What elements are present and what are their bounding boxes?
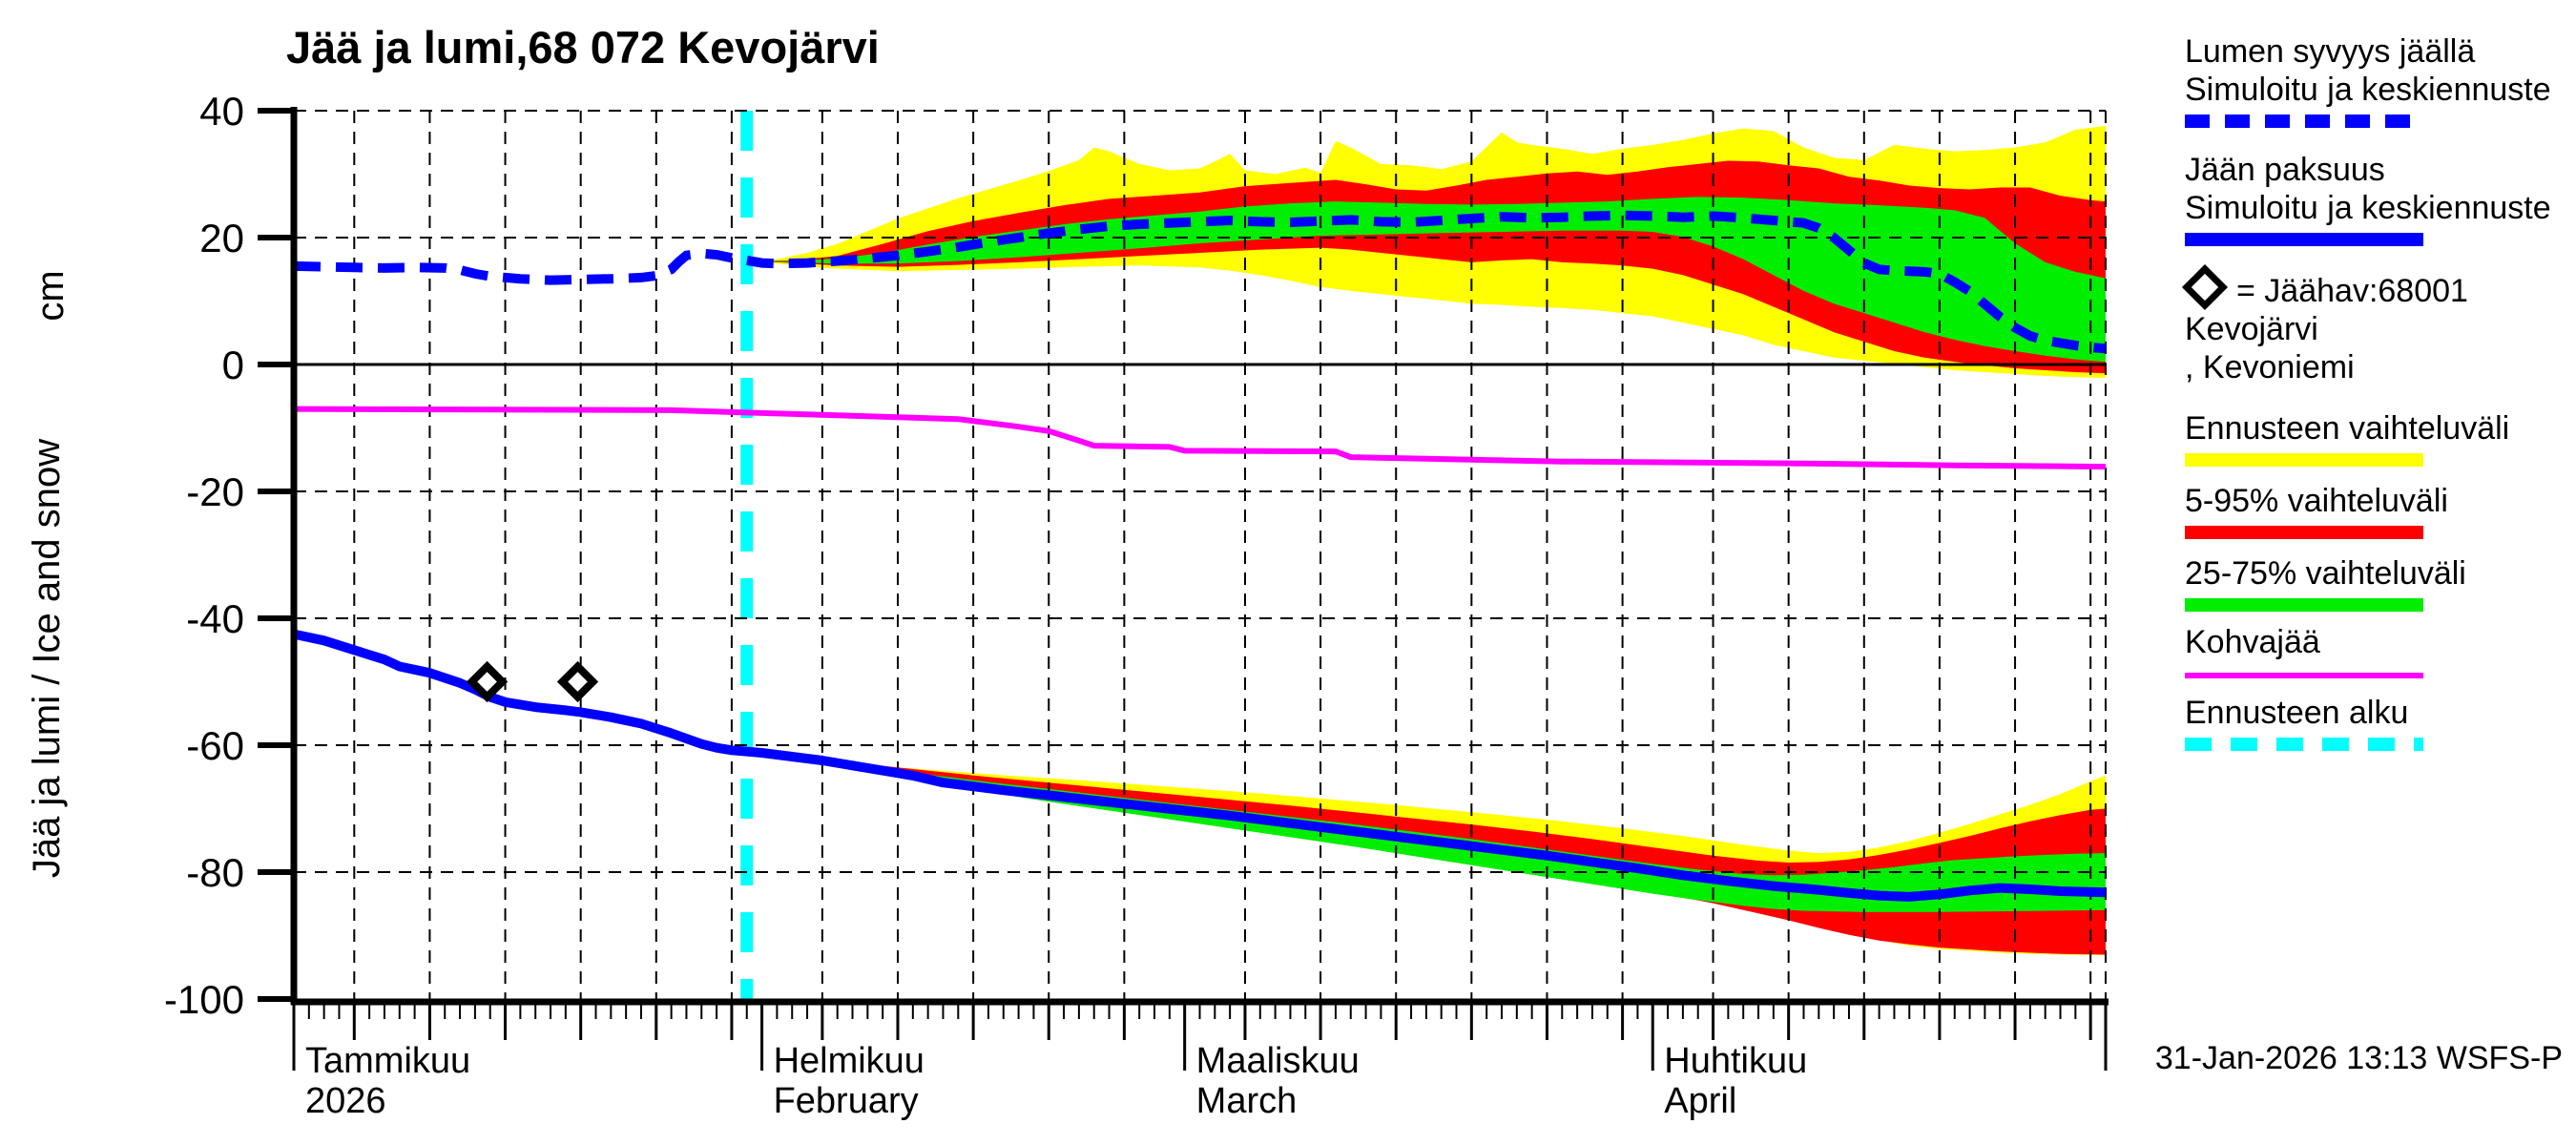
range-5-95-swatch [2185, 526, 2423, 539]
legend-item-kohvajaa: Kohvajää [2185, 623, 2570, 678]
y-tick-label: -80 [186, 850, 244, 895]
observation-diamond [556, 660, 599, 703]
month-label-en: 2026 [305, 1081, 386, 1121]
forecast-start-line-swatch [2185, 738, 2423, 751]
ice-thickness-line [292, 629, 2107, 902]
ice-band-25-75 [746, 751, 2106, 912]
legend-label: 5-95% vaihteluväli [2185, 483, 2448, 519]
legend-label: 25-75% vaihteluväli [2185, 555, 2466, 592]
month-label-fi: Huhtikuu [1664, 1041, 1807, 1081]
legend-label: Simuloitu ja keskiennuste [2185, 72, 2551, 108]
legend-label: Jään paksuus [2185, 152, 2385, 188]
chart-title: Jää ja lumi,68 072 Kevojärvi [286, 22, 880, 73]
month-label-fi: Tammikuu [305, 1041, 470, 1081]
legend-item-ice-thickness: Jään paksuus Simuloitu ja keskiennuste [2185, 151, 2570, 246]
y-axis-label: Jää ja lumi / Ice and snow [26, 439, 68, 878]
snow-depth-line [293, 210, 2107, 354]
timestamp: 31-Jan-2026 13:13 WSFS-P [2154, 1040, 2563, 1076]
y-tick-label: -100 [164, 977, 244, 1022]
month-label-fi: Helmikuu [774, 1041, 924, 1081]
legend-label: , Kevoniemi [2185, 349, 2355, 385]
legend-item-snow-depth: Lumen syvyys jäällä Simuloitu ja keskien… [2185, 32, 2570, 128]
legend-label: = Jäähav:68001 Kevojärvi [2185, 273, 2468, 347]
observation-diamond [466, 660, 509, 703]
legend-item-observation: = Jäähav:68001 Kevojärvi , Kevoniemi [2181, 263, 2570, 386]
legend-label: Ennusteen vaihteluväli [2185, 410, 2510, 447]
kohvajaa-line [293, 406, 2107, 470]
legend-label: Simuloitu ja keskiennuste [2185, 190, 2551, 226]
legend-label: Kohvajää [2185, 624, 2320, 660]
snow-depth-line-swatch [2185, 114, 2423, 128]
ice-thickness-line-swatch [2185, 233, 2423, 246]
y-tick-label: 0 [222, 343, 244, 387]
y-axis-unit-label: cm [30, 270, 72, 321]
diamond-marker-icon [2181, 263, 2229, 311]
y-tick-label: 20 [199, 216, 244, 260]
range-25-75-swatch [2185, 598, 2423, 612]
y-tick-label: -20 [186, 469, 244, 514]
legend-label: Ennusteen alku [2185, 695, 2409, 731]
legend-label: Lumen syvyys jäällä [2185, 33, 2476, 70]
y-tick-label: -40 [186, 596, 244, 641]
month-label-en: March [1196, 1081, 1298, 1121]
y-tick-label: 40 [199, 89, 244, 134]
month-label-en: April [1664, 1081, 1736, 1121]
kohvajaa-line-swatch [2185, 673, 2423, 678]
month-label-en: February [774, 1081, 919, 1121]
legend-item-forecast-start: Ennusteen alku [2185, 694, 2570, 751]
legend-item-forecast-range: Ennusteen vaihteluväli [2185, 409, 2570, 467]
forecast-range-swatch [2185, 453, 2423, 467]
legend: Lumen syvyys jäällä Simuloitu ja keskien… [2181, 32, 2570, 751]
legend-item-5-95-range: 5-95% vaihteluväli [2185, 482, 2570, 539]
legend-item-25-75-range: 25-75% vaihteluväli [2185, 554, 2570, 612]
month-label-fi: Maaliskuu [1196, 1041, 1360, 1081]
y-tick-label: -60 [186, 723, 244, 768]
